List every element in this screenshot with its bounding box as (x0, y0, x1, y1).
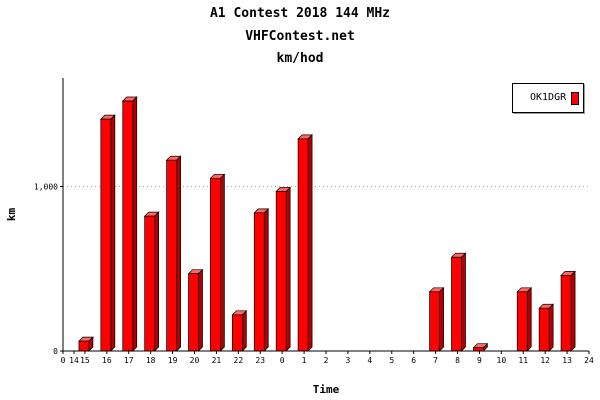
bar (144, 215, 156, 352)
bar (516, 291, 528, 352)
bar (100, 118, 112, 352)
bar (253, 212, 265, 352)
legend-swatch (571, 92, 579, 105)
bar-side (198, 268, 203, 352)
y-axis-label: km (5, 208, 18, 222)
x-tick-label: 23 (255, 356, 265, 365)
bar (275, 191, 287, 352)
bar-side (439, 286, 444, 352)
bar-side (307, 134, 313, 352)
x-tick-label: 16 (102, 356, 112, 365)
bar-side (241, 309, 247, 352)
chart-subtitle: VHFContest.net (245, 29, 355, 44)
bar-side (154, 211, 160, 352)
x-tick-label: 7 (433, 356, 438, 365)
bar (78, 340, 90, 352)
bar-side (263, 208, 269, 352)
y-tick-label: 0 (53, 347, 58, 356)
bar-side (570, 270, 576, 352)
x-tick-label: 14 (69, 356, 79, 365)
x-tick-label: 18 (146, 356, 156, 365)
legend: OK1DGR (512, 83, 584, 113)
bar (231, 314, 243, 352)
bar (451, 256, 462, 352)
x-tick-label: 3 (346, 356, 351, 365)
x-tick-label: 15 (80, 356, 90, 365)
bar-side (110, 114, 116, 352)
bar (188, 273, 199, 352)
bar (560, 274, 572, 352)
bar (297, 138, 309, 352)
bar-side (176, 155, 181, 352)
x-tick-label: 0 (280, 356, 285, 365)
x-tick-label: 20 (190, 356, 200, 365)
bar-side (548, 303, 554, 352)
x-tick-label: 21 (212, 356, 222, 365)
bar (210, 177, 221, 352)
x-axis-label: Time (313, 383, 340, 396)
bar-side (132, 96, 138, 352)
bar-side (285, 186, 291, 352)
x-tick-label: 4 (367, 356, 372, 365)
legend-label: OK1DGR (530, 92, 567, 103)
x-tick-label: 11 (518, 356, 528, 365)
x-tick-label: 10 (497, 356, 507, 365)
bar (429, 291, 440, 352)
x-tick-label: 12 (540, 356, 550, 365)
bar-side (526, 286, 532, 352)
x-tick-label: 17 (124, 356, 134, 365)
x-tick-label: 19 (168, 356, 178, 365)
x-tick-label: 22 (234, 356, 244, 365)
bar (166, 159, 177, 352)
bar (538, 307, 550, 352)
y-tick-label: 1,000 (34, 183, 58, 192)
x-tick-label: 2 (324, 356, 329, 365)
chart-title: A1 Contest 2018 144 MHz (209, 6, 390, 21)
bar-side (461, 252, 466, 352)
bar-side (220, 173, 225, 352)
chart-unit-line: km/hod (276, 51, 324, 66)
x-tick-label: 0 (61, 356, 66, 365)
x-tick-label: 1 (302, 356, 307, 365)
x-tick-label: 6 (411, 356, 416, 365)
x-tick-label: 9 (477, 356, 482, 365)
x-tick-label: 24 (584, 356, 594, 365)
bar (122, 100, 134, 352)
x-tick-label: 13 (562, 356, 572, 365)
x-tick-label: 5 (389, 356, 394, 365)
x-tick-label: 8 (455, 356, 460, 365)
